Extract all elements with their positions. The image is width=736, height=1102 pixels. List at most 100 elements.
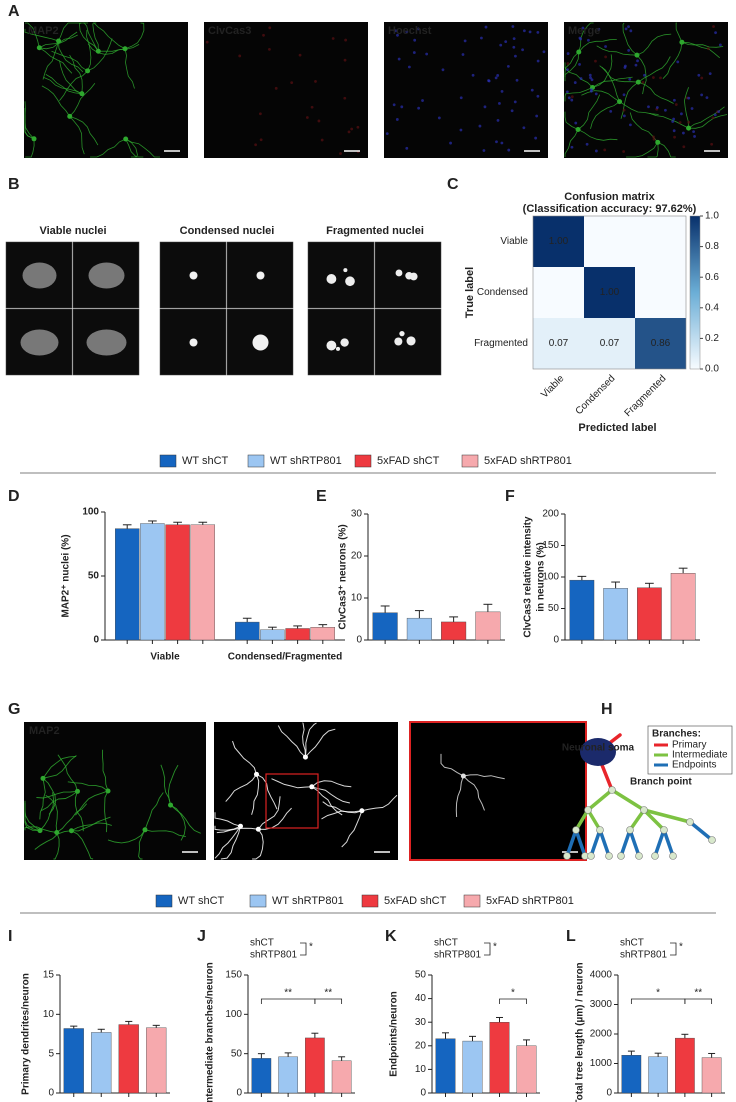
significance-bracket [260, 998, 316, 1004]
error-bar [338, 1056, 346, 1061]
y-tick-label: 15 [43, 970, 55, 981]
nucleus-dot [478, 124, 482, 128]
error-bar [293, 625, 302, 629]
nucleus-dot [705, 96, 709, 100]
panel-letter: K [385, 928, 397, 945]
branch [586, 808, 602, 832]
panel-letter: B [8, 176, 20, 193]
nucleus-dot [604, 55, 608, 59]
bar [648, 1056, 668, 1094]
significance-label: ** [324, 988, 332, 999]
significance-bracket [630, 998, 686, 1004]
neurite [42, 778, 57, 815]
zoom-image [409, 721, 587, 861]
bar [621, 1055, 642, 1094]
legend-label: 5xFAD shRTP801 [484, 455, 572, 467]
neurite [104, 790, 109, 833]
colorbar-tick-label: 0.0 [705, 364, 719, 375]
neurite [232, 740, 257, 775]
nucleus-dot [400, 105, 404, 109]
neurite [271, 778, 312, 789]
channel-label: MAP2 [29, 725, 60, 737]
nucleus-dot [259, 138, 263, 142]
error-bar [198, 521, 208, 525]
neurite [662, 42, 683, 79]
nucleus-dot [521, 48, 524, 52]
branch [688, 820, 714, 842]
bar [114, 528, 140, 641]
soma [580, 738, 616, 766]
nucleus-dot [655, 106, 659, 109]
nucleus-dot [567, 96, 571, 100]
nucleus-dot [395, 118, 399, 121]
neurite [87, 38, 113, 72]
nucleus-dot [506, 64, 510, 68]
nucleus-dot [594, 149, 598, 153]
error-bar [442, 1032, 449, 1039]
neurite [67, 781, 109, 792]
neurite [578, 22, 594, 53]
neurite [252, 828, 264, 860]
cell-label: 0.86 [651, 338, 671, 349]
legend-swatch [247, 454, 265, 468]
branch [598, 828, 611, 858]
nucleus-dot [574, 121, 578, 125]
neurite [647, 142, 659, 158]
nucleus-dot [682, 131, 685, 135]
micrograph [384, 22, 548, 158]
nucleus-dot [542, 50, 546, 54]
fragment [405, 271, 413, 280]
nucleus-dot [522, 29, 526, 33]
bar [91, 1032, 112, 1094]
neurite [144, 792, 164, 830]
nucleus-dot [254, 143, 258, 147]
channel-label: Hoechst [388, 25, 432, 37]
fragment [340, 338, 349, 347]
nucleus-dot [513, 100, 517, 104]
x-tick-label: Condensed/Fragmented [228, 652, 342, 663]
nucleus-dot [680, 112, 683, 116]
significance-bracket [684, 998, 713, 1004]
nucleus-dot [588, 73, 592, 77]
nucleus-dot [674, 103, 678, 106]
branch-point-label: Branch point [630, 777, 692, 788]
nucleus-dot [396, 33, 399, 37]
branch [610, 788, 646, 812]
nucleus-dot [459, 96, 463, 100]
neurite [638, 56, 671, 83]
bar [441, 621, 467, 641]
nucleus-dot [392, 103, 396, 107]
bar [489, 1022, 510, 1094]
micrograph [24, 22, 188, 158]
heatmap-frame [532, 215, 687, 370]
significance-label: ** [694, 988, 702, 999]
panel-letter: F [505, 488, 515, 505]
nucleus-dot [495, 140, 498, 144]
legend-label: WT shRTP801 [272, 895, 344, 907]
nuclei-label: Fragmented nuclei [326, 225, 424, 237]
nucleus-dot [385, 132, 389, 136]
y-tick-label: 100 [225, 1009, 242, 1020]
neurite [24, 108, 35, 140]
significance-label: ** [284, 988, 292, 999]
nucleus-dot [622, 114, 626, 118]
heatmap-subtitle: (Classification accuracy: 97.62%) [523, 203, 697, 215]
interaction-label: shRTP801 [434, 950, 482, 961]
nucleus-dot [687, 96, 691, 100]
nucleus-dot [643, 73, 646, 77]
bar [331, 1060, 352, 1094]
branch-node [635, 852, 643, 860]
interaction-mark: * [309, 942, 313, 953]
neurite [341, 810, 363, 848]
nucleus-dot [585, 142, 589, 146]
interaction-mark: * [493, 942, 497, 953]
col-label: Fragmented [623, 373, 669, 419]
branch-node [584, 806, 592, 814]
y-tick-label: 0 [236, 1088, 242, 1099]
nucleus-dot [603, 148, 607, 152]
nucleus-dot [500, 141, 504, 145]
col-label: Viable [539, 373, 567, 401]
row-label: Condensed [477, 287, 528, 298]
y-axis-label: MAP2⁺ nuclei (%) [61, 534, 72, 617]
branch [662, 828, 675, 858]
